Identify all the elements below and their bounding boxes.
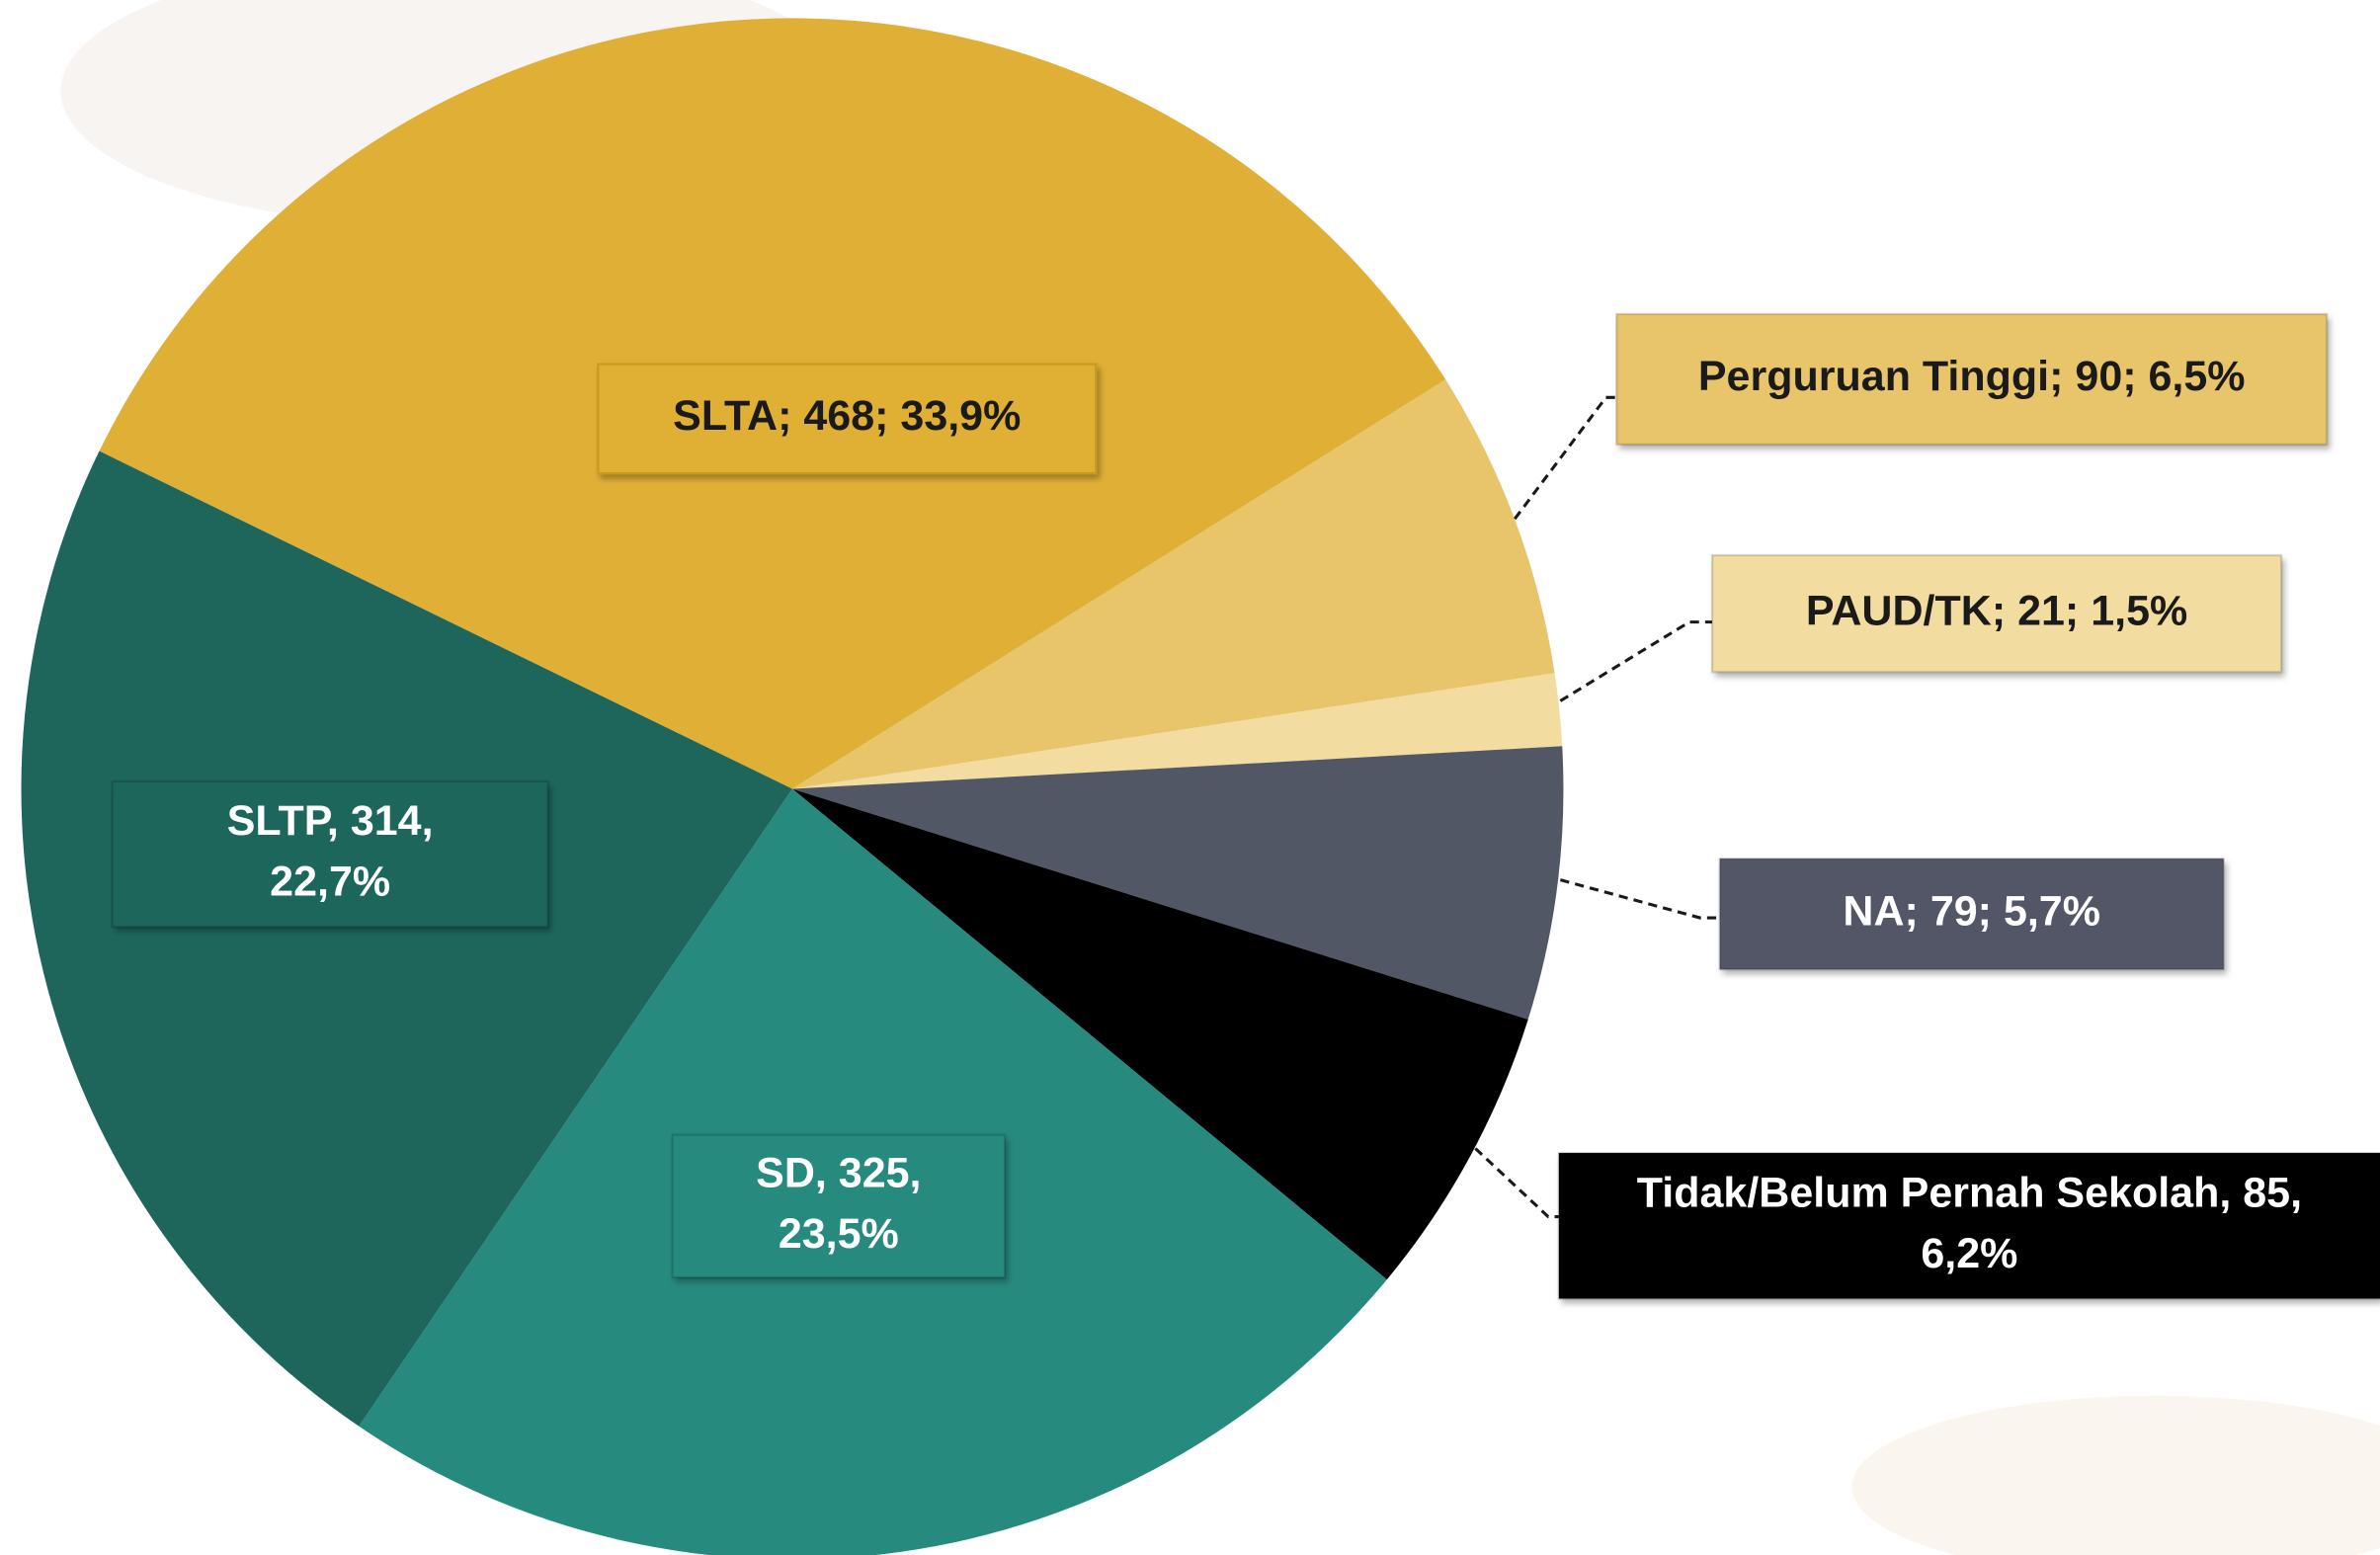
data-label: 6,2%	[1921, 1230, 2017, 1277]
data-label: NA; 79; 5,7%	[1843, 888, 2100, 936]
data-label: Tidak/Belum Pernah Sekolah, 85,	[1637, 1169, 2302, 1216]
label-box	[111, 779, 549, 929]
label-box	[597, 363, 1098, 475]
data-label: SLTA; 468; 33,9%	[673, 392, 1021, 440]
label-box	[671, 1133, 1007, 1279]
data-label: SLTP, 314,	[227, 797, 434, 845]
leader-line	[1474, 1147, 1559, 1219]
data-label: Perguruan Tinggi; 90; 6,5%	[1698, 353, 2246, 400]
data-label: PAUD/TK; 21; 1,5%	[1806, 588, 2187, 635]
leader-line	[1559, 620, 1713, 702]
label-box	[1557, 1151, 2380, 1300]
label-box	[1710, 553, 2283, 674]
background-decoration	[1851, 1395, 2380, 1555]
pie-slice	[21, 450, 792, 1427]
pie-slice	[791, 673, 1563, 789]
data-label: 23,5%	[779, 1210, 899, 1258]
leader-line	[1514, 395, 1617, 521]
data-label: 22,7%	[270, 859, 390, 906]
pie-slice	[791, 788, 1528, 1280]
pie-slice	[791, 746, 1564, 1020]
label-box	[1615, 312, 2329, 447]
data-label: SD, 325,	[756, 1149, 921, 1196]
pie-slice	[791, 379, 1555, 789]
label-box	[1718, 858, 2225, 971]
leader-line	[1559, 878, 1720, 920]
